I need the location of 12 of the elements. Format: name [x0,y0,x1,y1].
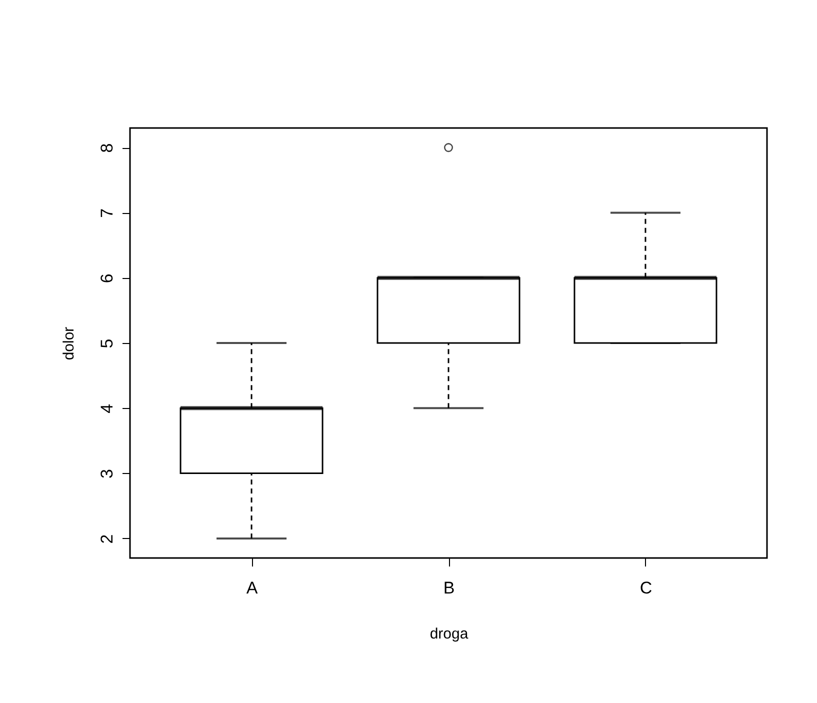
y-tick-label: 7 [98,208,116,218]
x-tick-label: C [640,578,652,598]
x-axis-title: droga [430,626,469,642]
y-tick-label: 8 [98,143,116,153]
y-tick-label: 3 [98,469,116,479]
x-tick-label: A [246,578,258,598]
y-axis-title: dolor [60,326,78,360]
y-tick-label: 5 [98,338,116,348]
y-tick-label: 4 [98,404,116,414]
y-tick-label: 2 [98,534,116,544]
y-tick-label: 6 [98,274,116,284]
x-tick-label: B [443,578,455,598]
